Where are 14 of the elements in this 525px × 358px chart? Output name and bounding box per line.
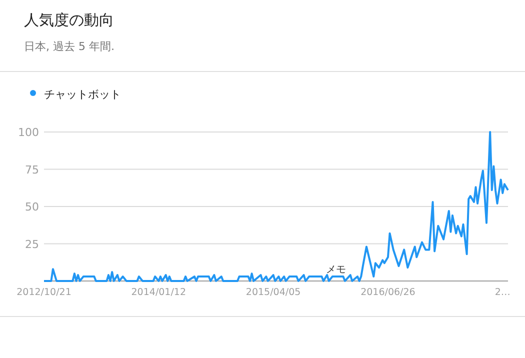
y-tick-label: 100 — [18, 126, 39, 139]
annotation: メモ — [326, 264, 346, 276]
x-tick-label: 2015/04/05 — [246, 287, 301, 298]
y-tick-label: 75 — [25, 163, 39, 176]
x-tick-label: 2014/01/12 — [131, 287, 186, 298]
chart-subtitle: 日本, 過去 5 年間. — [24, 40, 114, 53]
x-tick-label: 2016/06/26 — [360, 287, 416, 298]
legend-label: チャットボット — [44, 88, 121, 101]
y-tick-label: 50 — [25, 200, 39, 214]
line-series — [43, 131, 509, 282]
x-tick-label: 2012/10/21 — [16, 287, 72, 298]
chart-title: 人気度の動向 — [24, 11, 114, 29]
x-tick-label: 2… — [494, 287, 510, 298]
y-tick-label: 25 — [25, 238, 39, 251]
